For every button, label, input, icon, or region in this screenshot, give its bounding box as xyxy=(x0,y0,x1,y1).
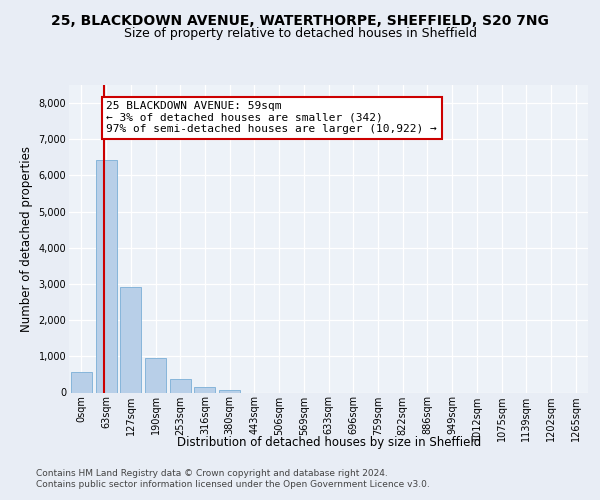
Bar xyxy=(170,380,191,392)
Text: Distribution of detached houses by size in Sheffield: Distribution of detached houses by size … xyxy=(176,436,481,449)
Text: Size of property relative to detached houses in Sheffield: Size of property relative to detached ho… xyxy=(124,28,476,40)
Text: Contains public sector information licensed under the Open Government Licence v3: Contains public sector information licen… xyxy=(36,480,430,489)
Text: 25 BLACKDOWN AVENUE: 59sqm
← 3% of detached houses are smaller (342)
97% of semi: 25 BLACKDOWN AVENUE: 59sqm ← 3% of detac… xyxy=(106,101,437,134)
Bar xyxy=(194,388,215,392)
Bar xyxy=(219,390,240,392)
Bar xyxy=(120,287,141,393)
Text: Contains HM Land Registry data © Crown copyright and database right 2024.: Contains HM Land Registry data © Crown c… xyxy=(36,469,388,478)
Bar xyxy=(71,372,92,392)
Y-axis label: Number of detached properties: Number of detached properties xyxy=(20,146,33,332)
Bar xyxy=(145,358,166,392)
Bar xyxy=(95,160,116,392)
Text: 25, BLACKDOWN AVENUE, WATERTHORPE, SHEFFIELD, S20 7NG: 25, BLACKDOWN AVENUE, WATERTHORPE, SHEFF… xyxy=(51,14,549,28)
